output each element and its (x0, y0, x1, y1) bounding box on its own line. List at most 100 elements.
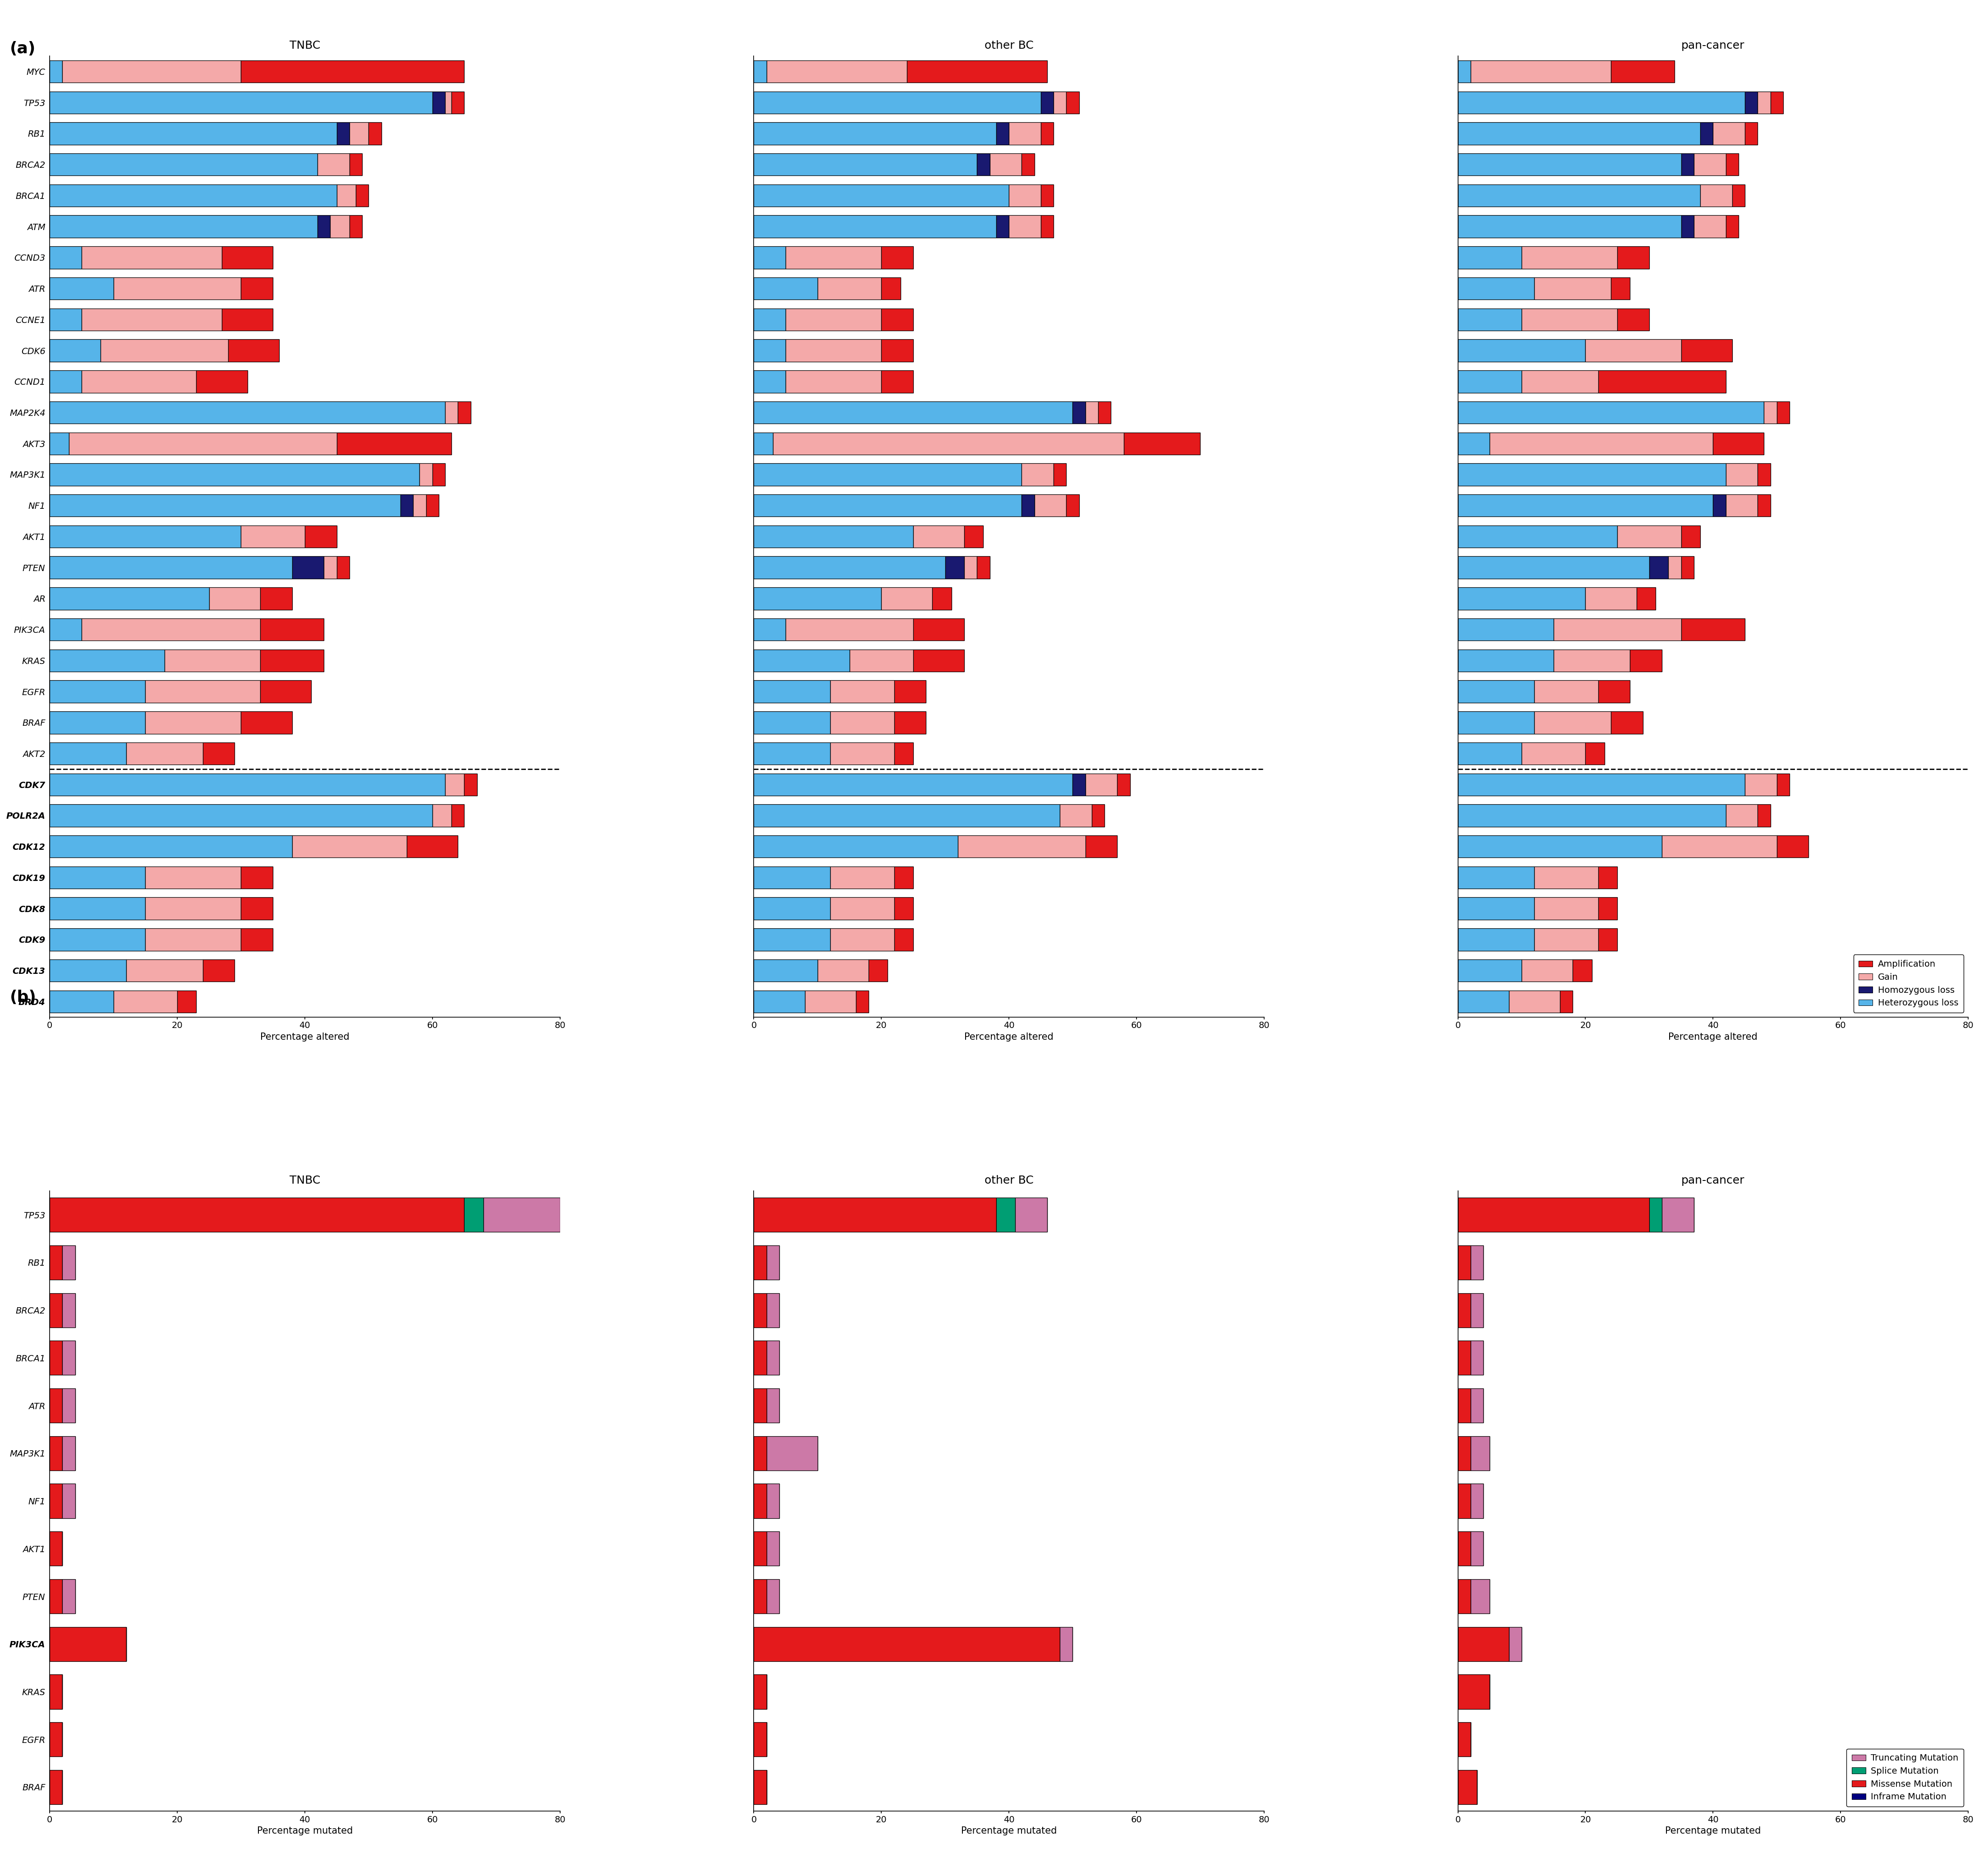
Bar (50, 185, 336, 207)
Bar (753, 215, 996, 237)
Bar (753, 588, 881, 611)
Bar (1457, 898, 1535, 920)
Bar (1586, 743, 1604, 765)
Bar (241, 898, 272, 920)
Bar (753, 308, 785, 330)
Bar (229, 340, 278, 362)
Bar (50, 463, 419, 485)
Bar (1598, 866, 1618, 889)
Bar (1610, 60, 1674, 82)
Bar (1022, 495, 1034, 517)
Bar (82, 246, 223, 269)
X-axis label: Percentage mutated: Percentage mutated (960, 1826, 1058, 1835)
Bar (445, 91, 451, 114)
Bar (1535, 680, 1598, 702)
Bar (1457, 1389, 1471, 1423)
Bar (1457, 1626, 1509, 1662)
Bar (1457, 680, 1535, 702)
Bar (1471, 1294, 1483, 1327)
Bar (753, 1675, 767, 1708)
Bar (1535, 866, 1598, 889)
Bar (753, 1484, 767, 1518)
Bar (1457, 1770, 1477, 1804)
Bar (50, 960, 125, 982)
Bar (50, 153, 318, 175)
Bar (1457, 960, 1521, 982)
Bar (1457, 495, 1714, 517)
Bar (483, 1197, 561, 1232)
Bar (753, 866, 831, 889)
Bar (881, 278, 901, 301)
Bar (753, 835, 958, 857)
Bar (165, 650, 260, 672)
Bar (50, 1770, 62, 1804)
Bar (767, 1484, 779, 1518)
Bar (50, 835, 292, 857)
Bar (50, 525, 241, 547)
Bar (1471, 1531, 1483, 1566)
Bar (1777, 773, 1789, 795)
Bar (1650, 556, 1668, 579)
Bar (260, 650, 324, 672)
Bar (1457, 866, 1535, 889)
Bar (1457, 711, 1535, 734)
Bar (1777, 401, 1789, 424)
Bar (1745, 123, 1757, 144)
Bar (1726, 463, 1757, 485)
Bar (241, 525, 304, 547)
Bar (1457, 588, 1586, 611)
Bar (1457, 1341, 1471, 1376)
Bar (145, 680, 260, 702)
X-axis label: Percentage mutated: Percentage mutated (1666, 1826, 1761, 1835)
Bar (425, 495, 439, 517)
Bar (1091, 805, 1105, 827)
Bar (753, 153, 976, 175)
Bar (1457, 91, 1745, 114)
Bar (62, 1389, 76, 1423)
Bar (197, 370, 247, 392)
Bar (1509, 990, 1561, 1012)
Bar (1521, 308, 1618, 330)
Title: TNBC: TNBC (290, 1174, 320, 1186)
Bar (1457, 463, 1726, 485)
Bar (753, 1721, 767, 1757)
Bar (292, 835, 408, 857)
Bar (753, 123, 996, 144)
Bar (62, 1341, 76, 1376)
Bar (1714, 123, 1745, 144)
Bar (767, 1579, 779, 1613)
Bar (50, 278, 113, 301)
Bar (1042, 185, 1054, 207)
Bar (324, 556, 336, 579)
Bar (1726, 153, 1740, 175)
Bar (241, 60, 465, 82)
Bar (50, 1626, 125, 1662)
Bar (1117, 773, 1129, 795)
Bar (1682, 556, 1694, 579)
Bar (1586, 340, 1682, 362)
Bar (50, 1197, 465, 1232)
Bar (451, 805, 465, 827)
Bar (753, 1626, 1060, 1662)
Bar (773, 433, 1123, 456)
Bar (50, 1245, 62, 1279)
Bar (1085, 835, 1117, 857)
Bar (50, 401, 445, 424)
Bar (753, 711, 831, 734)
Bar (62, 1579, 76, 1613)
Bar (223, 246, 272, 269)
Bar (831, 711, 895, 734)
Bar (1662, 1197, 1694, 1232)
Bar (82, 370, 197, 392)
Bar (457, 401, 471, 424)
Bar (1457, 433, 1489, 456)
Bar (753, 556, 944, 579)
Bar (241, 866, 272, 889)
Bar (1610, 711, 1642, 734)
Bar (1085, 773, 1117, 795)
Bar (465, 773, 477, 795)
Bar (831, 928, 895, 950)
Bar (50, 1579, 62, 1613)
Title: pan-cancer: pan-cancer (1682, 1174, 1745, 1186)
Bar (767, 1436, 817, 1471)
